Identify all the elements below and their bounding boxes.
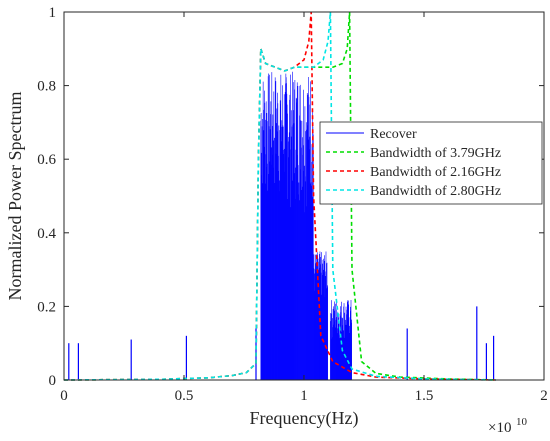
- axis-ticks: 0 0.5 1 1.5 2 0 0.2 0.4 0.6 0.8 1: [37, 5, 548, 404]
- y-tick-label: 0.2: [37, 299, 56, 315]
- recover-bands: [260, 71, 352, 380]
- y-tick-label: 0.8: [37, 79, 56, 95]
- y-tick-label: 0: [49, 373, 57, 389]
- legend-entry-recover: Recover: [370, 127, 417, 142]
- y-tick-label: 0.6: [37, 152, 56, 168]
- bandwidth-curve-3: [63, 11, 497, 381]
- legend: Recover Bandwidth of 3.79GHz Bandwidth o…: [319, 121, 543, 205]
- x-tick-label: 1.5: [415, 388, 434, 404]
- y-tick-label: 0.4: [37, 226, 56, 242]
- x-multiplier-label: ×10: [488, 420, 511, 436]
- y-axis-label: Normalized Power Spectrum: [5, 92, 25, 301]
- legend-entry-2-80ghz: Bandwidth of 2.80GHz: [370, 184, 501, 199]
- x-exponent: 10: [516, 416, 528, 428]
- legend-entry-3-79ghz: Bandwidth of 3.79GHz: [370, 146, 501, 161]
- y-tick-label: 1: [49, 5, 57, 21]
- x-tick-label: 0: [60, 388, 68, 404]
- legend-entry-2-16ghz: Bandwidth of 2.16GHz: [370, 165, 501, 180]
- bandwidth-curves: [63, 11, 497, 381]
- x-tick-label: 0.5: [175, 388, 194, 404]
- x-tick-label: 1: [300, 388, 308, 404]
- x-axis-label: Frequency(Hz): [250, 408, 359, 429]
- x-tick-label: 2: [540, 388, 548, 404]
